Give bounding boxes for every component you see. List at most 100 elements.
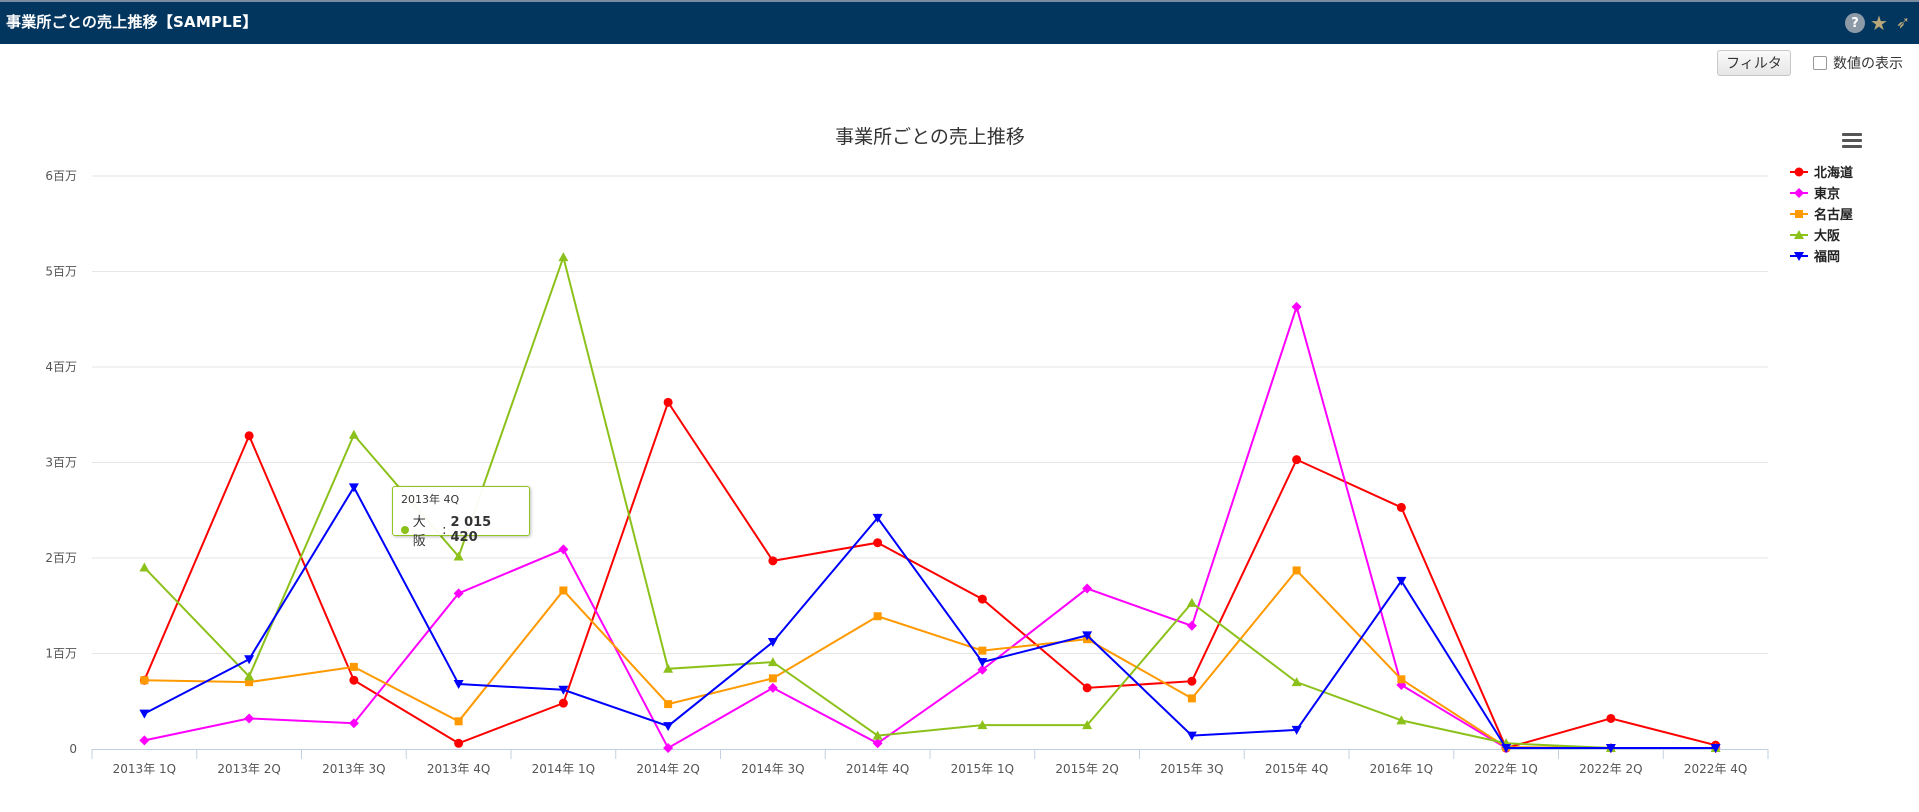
bird-icon[interactable]: ➶: [1895, 13, 1911, 33]
data-point[interactable]: [244, 431, 254, 441]
data-point[interactable]: [767, 657, 778, 667]
data-point[interactable]: [349, 675, 359, 685]
x-tick-label: 2015年 1Q: [951, 762, 1014, 776]
legend-label: 名古屋: [1814, 207, 1853, 223]
data-point[interactable]: [1501, 744, 1512, 754]
data-point[interactable]: [664, 700, 673, 709]
x-tick-label: 2015年 4Q: [1265, 762, 1328, 776]
x-tick-label: 2022年 4Q: [1684, 762, 1747, 776]
data-point[interactable]: [453, 680, 464, 690]
data-point[interactable]: [1291, 677, 1302, 687]
data-point[interactable]: [244, 713, 255, 724]
series-東京: [139, 301, 1721, 754]
data-point[interactable]: [663, 743, 674, 754]
data-point[interactable]: [768, 674, 777, 683]
data-point[interactable]: [1292, 455, 1302, 465]
data-point[interactable]: [977, 664, 988, 675]
data-point[interactable]: [349, 662, 358, 671]
series-line: [143, 485, 1716, 750]
show-values-label: 数値の表示: [1833, 56, 1903, 72]
data-point[interactable]: [454, 717, 463, 726]
legend-item[interactable]: 名古屋: [1790, 207, 1853, 223]
legend-marker[interactable]: [1794, 167, 1804, 177]
data-point[interactable]: [348, 429, 359, 439]
data-point[interactable]: [1710, 744, 1721, 754]
data-point[interactable]: [1082, 631, 1093, 641]
data-point[interactable]: [767, 638, 778, 648]
legend-marker[interactable]: [1794, 252, 1804, 261]
data-point[interactable]: [140, 676, 149, 685]
data-point[interactable]: [873, 538, 883, 548]
legend-item[interactable]: 大阪: [1790, 228, 1841, 244]
data-point[interactable]: [663, 663, 674, 673]
data-point[interactable]: [1396, 576, 1407, 586]
data-point[interactable]: [978, 646, 987, 655]
data-point[interactable]: [453, 588, 464, 599]
data-point[interactable]: [1606, 713, 1616, 723]
data-point[interactable]: [348, 718, 359, 729]
chart-series: [139, 252, 1721, 754]
data-point[interactable]: [977, 720, 988, 730]
data-point[interactable]: [1186, 597, 1197, 607]
data-point[interactable]: [348, 483, 359, 493]
x-tick-label: 2014年 2Q: [636, 762, 699, 776]
data-point[interactable]: [977, 594, 987, 604]
data-point[interactable]: [139, 709, 150, 719]
data-point[interactable]: [453, 551, 464, 561]
data-point[interactable]: [1082, 683, 1092, 693]
legend-item[interactable]: 東京: [1790, 186, 1840, 202]
data-point[interactable]: [1187, 694, 1196, 703]
filter-button[interactable]: フィルタ: [1717, 50, 1791, 76]
y-tick-label: 2百万: [45, 551, 77, 565]
data-point[interactable]: [139, 562, 150, 572]
data-point[interactable]: [767, 682, 778, 693]
data-point[interactable]: [663, 397, 673, 407]
data-point[interactable]: [1186, 731, 1197, 741]
star-icon[interactable]: ★: [1870, 11, 1888, 35]
data-point[interactable]: [1186, 620, 1197, 631]
data-point[interactable]: [245, 678, 254, 687]
x-tick-label: 2014年 3Q: [741, 762, 804, 776]
data-point[interactable]: [1605, 744, 1616, 754]
data-point[interactable]: [1291, 725, 1302, 735]
data-point[interactable]: [1292, 566, 1301, 575]
data-point[interactable]: [244, 655, 255, 665]
data-point[interactable]: [454, 738, 464, 748]
x-tick-label: 2013年 3Q: [322, 762, 385, 776]
hamburger-menu-icon[interactable]: [1842, 133, 1862, 149]
data-point[interactable]: [559, 586, 568, 595]
data-point[interactable]: [558, 544, 569, 555]
legend-marker[interactable]: [1795, 210, 1803, 218]
data-point[interactable]: [1187, 676, 1197, 686]
data-point[interactable]: [139, 735, 150, 746]
legend-marker[interactable]: [1794, 230, 1804, 239]
data-point[interactable]: [872, 513, 883, 523]
legend-marker[interactable]: [1794, 188, 1804, 198]
data-point[interactable]: [768, 556, 778, 566]
data-point[interactable]: [558, 698, 568, 708]
data-point[interactable]: [1396, 715, 1407, 725]
legend-label: 北海道: [1814, 165, 1853, 181]
data-point[interactable]: [244, 671, 255, 681]
data-point[interactable]: [558, 685, 569, 695]
show-values-checkbox[interactable]: [1813, 56, 1827, 70]
data-point[interactable]: [1082, 720, 1093, 730]
legend-item[interactable]: 北海道: [1790, 165, 1853, 181]
data-point[interactable]: [1082, 583, 1093, 594]
data-point[interactable]: [872, 730, 883, 740]
title-bar: 事業所ごとの売上推移【SAMPLE】 ? ★ ➶: [0, 0, 1919, 44]
legend-item[interactable]: 福岡: [1790, 249, 1840, 265]
help-icon[interactable]: ?: [1845, 13, 1865, 33]
data-point[interactable]: [1397, 675, 1406, 684]
data-point[interactable]: [558, 252, 569, 262]
data-point[interactable]: [663, 722, 674, 732]
data-point[interactable]: [872, 738, 883, 749]
data-point[interactable]: [873, 612, 882, 621]
show-values-toggle[interactable]: 数値の表示: [1813, 53, 1903, 73]
x-tick-label: 2013年 2Q: [217, 762, 280, 776]
tooltip-series-dot: [401, 526, 409, 534]
data-point[interactable]: [977, 658, 988, 668]
data-point[interactable]: [1291, 301, 1302, 312]
data-point[interactable]: [1396, 502, 1406, 512]
